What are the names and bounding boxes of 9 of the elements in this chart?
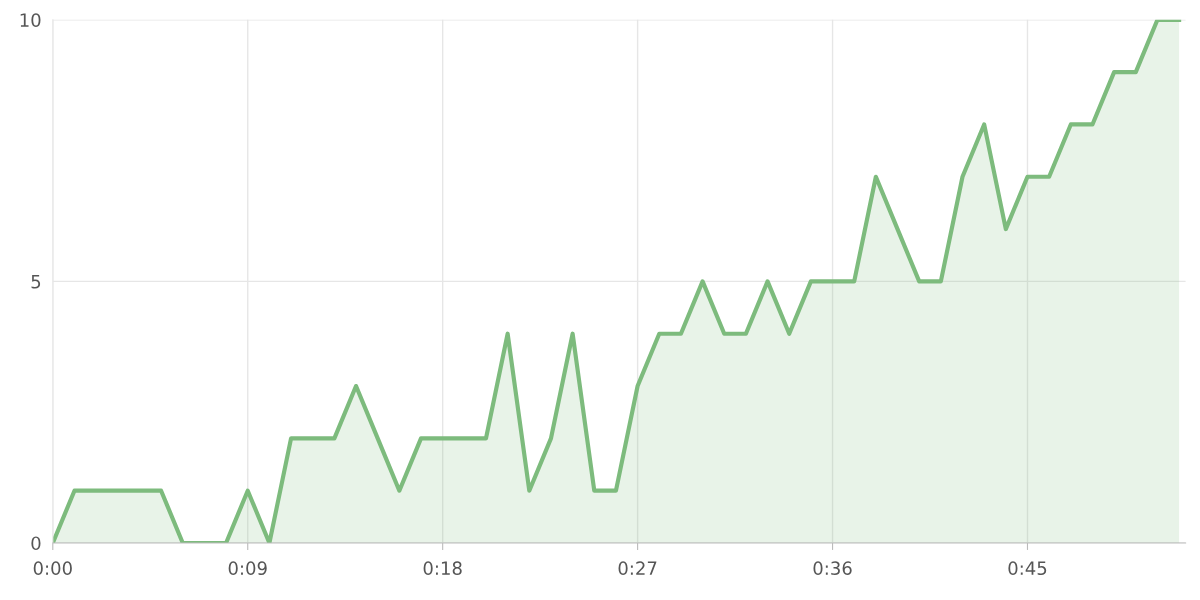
x-tick-label: 0:00: [33, 561, 72, 576]
y-tick-label: 0: [31, 536, 41, 551]
x-tick-label: 0:45: [1008, 561, 1047, 576]
x-tick-label: 0:27: [618, 561, 657, 576]
x-tick-label: 0:18: [423, 561, 462, 576]
x-tick-label: 0:36: [813, 561, 852, 576]
x-tick-label: 0:09: [228, 561, 267, 576]
y-tick-label: 5: [31, 275, 41, 289]
y-tick-label: 10: [20, 13, 41, 27]
